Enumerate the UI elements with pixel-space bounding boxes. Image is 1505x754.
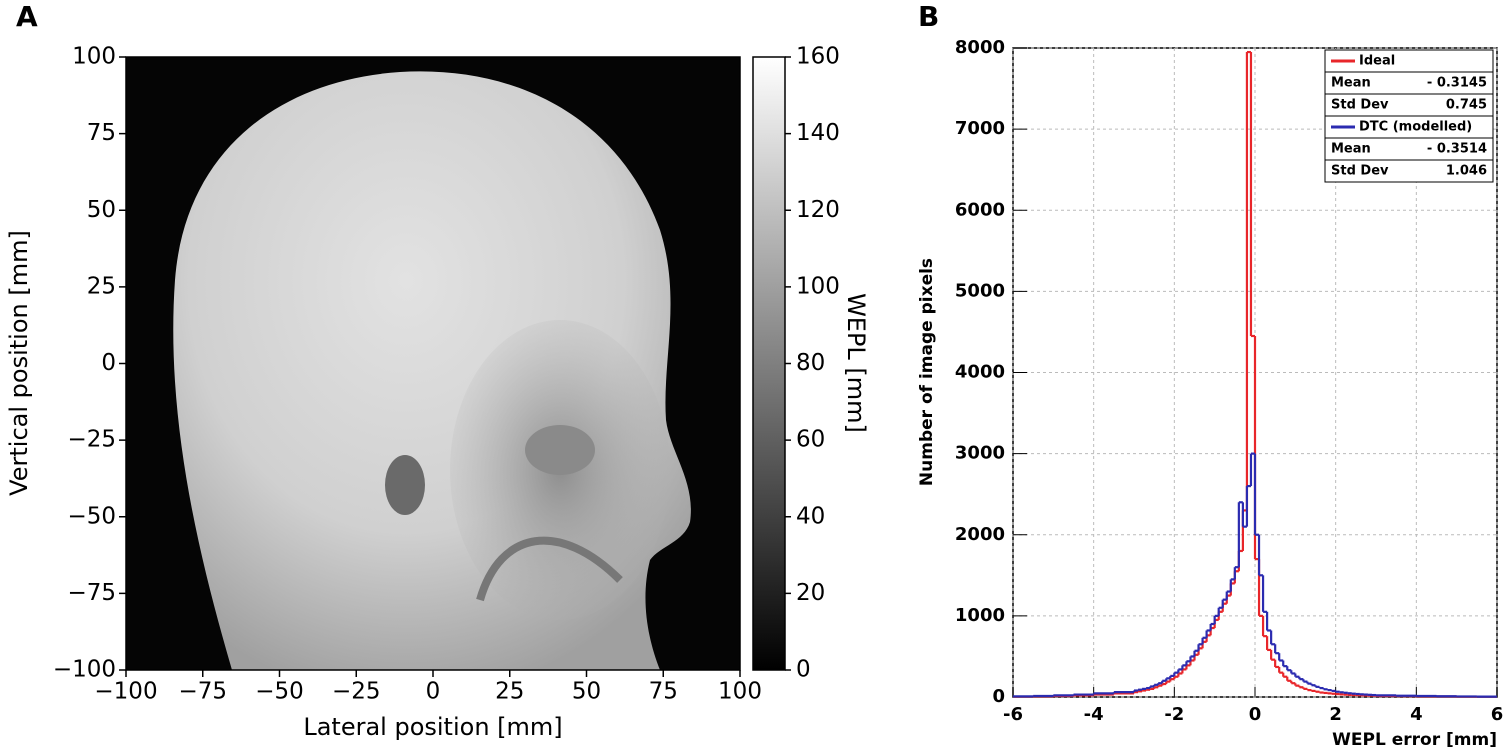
x-tick-label: -2 [1164, 704, 1184, 725]
colorbar-tick-label: 120 [796, 197, 840, 223]
x-tick-label: 50 [572, 679, 601, 705]
panel-label: A [16, 0, 38, 33]
y-tick-label: 7000 [955, 118, 1005, 139]
colorbar [752, 56, 786, 671]
y-tick-label: 2000 [955, 524, 1005, 545]
x-tick-label: 25 [495, 679, 524, 705]
y-tick-label: 4000 [955, 362, 1005, 383]
x-tick-label: −100 [94, 679, 157, 705]
y-tick-label: 1000 [955, 605, 1005, 626]
stat-value: - 0.3514 [1427, 142, 1487, 157]
y-tick-label: 75 [87, 120, 116, 146]
x-axis-label: Lateral position [mm] [303, 713, 562, 741]
y-tick-label: 25 [87, 273, 116, 299]
stat-value: 1.046 [1446, 164, 1487, 179]
stat-label: Std Dev [1331, 164, 1389, 179]
y-tick-label: 6000 [955, 199, 1005, 220]
y-axis-label: Number of image pixels [917, 258, 937, 486]
y-tick-label: −25 [67, 427, 116, 453]
x-tick-label: −50 [255, 679, 304, 705]
x-tick-label: -6 [1003, 704, 1023, 725]
colorbar-tick-label: 60 [796, 427, 825, 453]
stat-label: Mean [1331, 76, 1371, 91]
y-tick-label: 3000 [955, 443, 1005, 464]
y-tick-label: 0 [101, 350, 116, 376]
y-tick-label: −100 [53, 657, 116, 683]
radiograph [126, 57, 740, 670]
legend-label: Ideal [1359, 54, 1395, 69]
x-tick-label: 4 [1410, 704, 1423, 725]
colorbar-tick-label: 80 [796, 350, 825, 376]
x-axis-label: WEPL error [mm] [1332, 730, 1497, 750]
legend-label: DTC (modelled) [1359, 120, 1472, 135]
y-tick-label: 5000 [955, 280, 1005, 301]
x-tick-label: 75 [649, 679, 678, 705]
y-tick-label: −75 [67, 580, 116, 606]
x-tick-label: −25 [332, 679, 381, 705]
y-tick-label: 100 [72, 44, 116, 70]
colorbar-tick-label: 140 [796, 120, 840, 146]
y-axis-label: Vertical position [mm] [5, 230, 33, 496]
stat-label: Mean [1331, 142, 1371, 157]
stat-value: - 0.3145 [1427, 76, 1487, 91]
y-tick-label: −50 [67, 503, 116, 529]
colorbar-label: WEPL [mm] [842, 293, 870, 433]
colorbar-tick-label: 0 [796, 657, 811, 683]
y-tick-label: 50 [87, 197, 116, 223]
x-tick-label: 2 [1329, 704, 1342, 725]
colorbar-tick-label: 100 [796, 273, 840, 299]
colorbar-tick-label: 20 [796, 580, 825, 606]
y-tick-label: 8000 [955, 37, 1005, 58]
x-tick-label: 100 [718, 679, 762, 705]
x-tick-label: 6 [1491, 704, 1504, 725]
x-tick-label: -4 [1084, 704, 1104, 725]
y-tick-label: 0 [992, 686, 1005, 707]
panel-label: B [918, 0, 939, 33]
x-tick-label: 0 [1249, 704, 1262, 725]
stat-label: Std Dev [1331, 98, 1389, 113]
x-tick-label: −75 [178, 679, 227, 705]
stat-value: 0.745 [1446, 98, 1487, 113]
colorbar-tick-label: 160 [796, 44, 840, 70]
x-tick-label: 0 [426, 679, 441, 705]
colorbar-tick-label: 40 [796, 503, 825, 529]
